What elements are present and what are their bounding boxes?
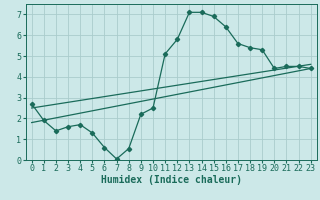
X-axis label: Humidex (Indice chaleur): Humidex (Indice chaleur) xyxy=(101,175,242,185)
